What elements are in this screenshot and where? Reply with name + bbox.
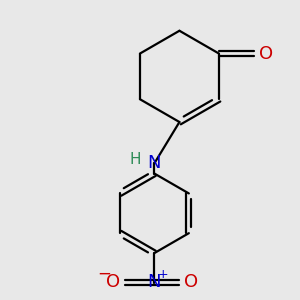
Text: N: N — [148, 274, 161, 292]
Text: H: H — [130, 152, 141, 167]
Text: O: O — [184, 274, 198, 292]
Text: N: N — [148, 154, 161, 172]
Text: −: − — [97, 265, 111, 283]
Text: O: O — [106, 274, 121, 292]
Text: O: O — [259, 45, 273, 63]
Text: +: + — [157, 268, 168, 281]
